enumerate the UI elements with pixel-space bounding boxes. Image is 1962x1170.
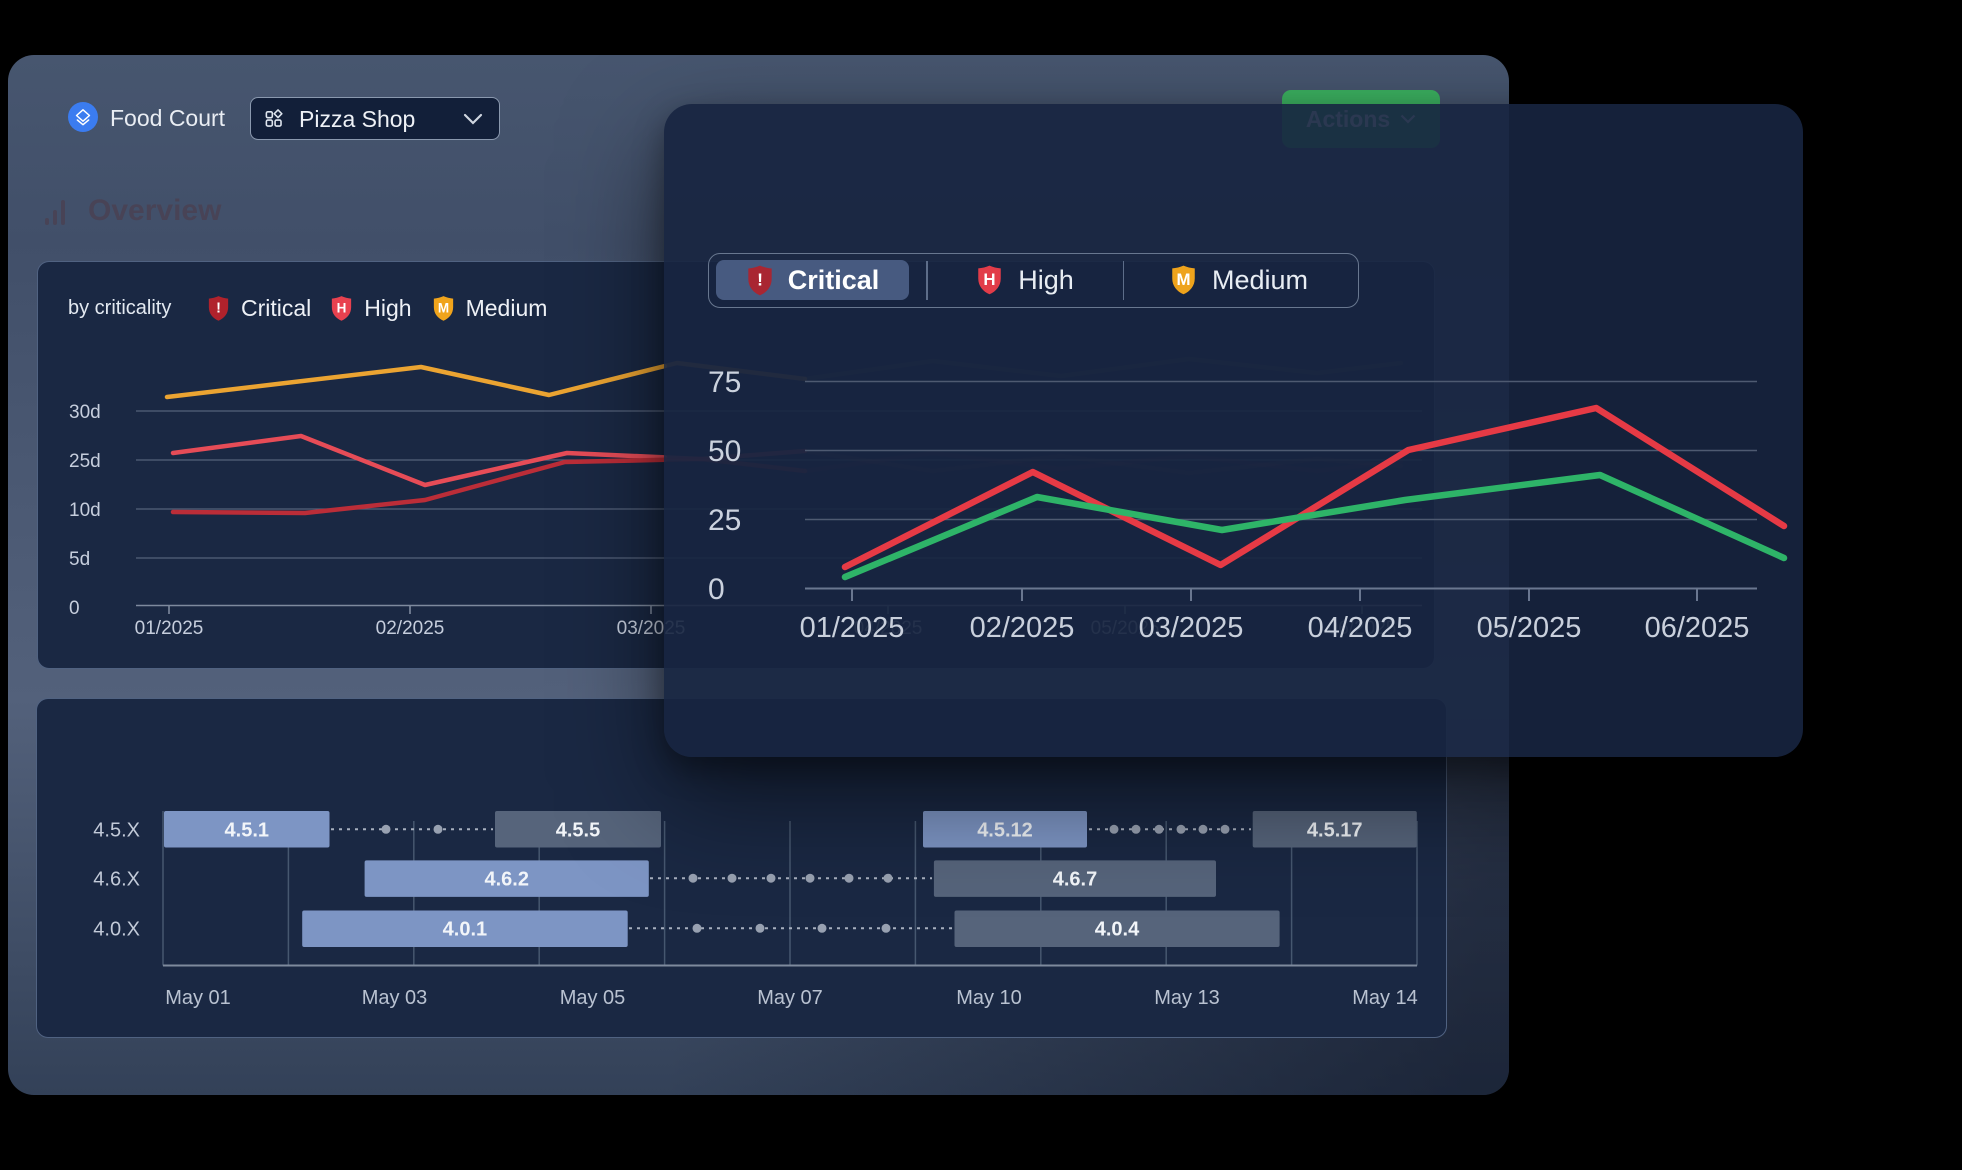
svg-text:01/2025: 01/2025 <box>135 618 204 639</box>
svg-text:May 14: May 14 <box>1352 987 1418 1009</box>
svg-text:H: H <box>984 270 996 289</box>
svg-text:4.0.4: 4.0.4 <box>1095 919 1140 941</box>
svg-text:May 03: May 03 <box>362 987 428 1009</box>
svg-text:4.5.1: 4.5.1 <box>225 819 269 841</box>
svg-text:5d: 5d <box>69 549 90 570</box>
svg-text:0: 0 <box>69 598 80 619</box>
svg-text:4.0.X: 4.0.X <box>93 919 140 941</box>
svg-text:M: M <box>437 300 448 315</box>
svg-text:M: M <box>1176 270 1190 289</box>
svg-text:!: ! <box>757 269 763 289</box>
svg-text:0: 0 <box>708 573 725 606</box>
svg-text:10d: 10d <box>69 500 101 521</box>
svg-text:4.6.X: 4.6.X <box>93 869 140 891</box>
svg-text:01/2025: 01/2025 <box>800 612 905 644</box>
svg-text:May 10: May 10 <box>956 987 1022 1009</box>
svg-text:02/2025: 02/2025 <box>376 618 445 639</box>
svg-text:04/2025: 04/2025 <box>1308 612 1413 644</box>
svg-text:May 13: May 13 <box>1154 987 1220 1009</box>
svg-text:05/2025: 05/2025 <box>1477 612 1582 644</box>
svg-text:4.5.12: 4.5.12 <box>977 819 1033 841</box>
svg-text:25d: 25d <box>69 451 101 472</box>
svg-text:75: 75 <box>708 366 741 399</box>
svg-text:02/2025: 02/2025 <box>970 612 1075 644</box>
svg-text:!: ! <box>216 300 221 316</box>
svg-text:4.5.17: 4.5.17 <box>1307 819 1363 841</box>
svg-text:4.6.7: 4.6.7 <box>1053 869 1097 891</box>
svg-text:4.5.5: 4.5.5 <box>556 819 600 841</box>
svg-text:03/2025: 03/2025 <box>1139 612 1244 644</box>
svg-text:4.6.2: 4.6.2 <box>484 869 528 891</box>
svg-text:4.0.1: 4.0.1 <box>443 919 487 941</box>
svg-text:30d: 30d <box>69 402 101 423</box>
svg-text:25: 25 <box>708 504 741 537</box>
svg-text:May 05: May 05 <box>560 987 626 1009</box>
svg-text:May 01: May 01 <box>165 987 231 1009</box>
svg-text:06/2025: 06/2025 <box>1645 612 1750 644</box>
svg-text:50: 50 <box>708 435 741 468</box>
svg-text:May 07: May 07 <box>757 987 823 1009</box>
svg-text:4.5.X: 4.5.X <box>93 819 140 841</box>
svg-text:H: H <box>337 300 347 315</box>
